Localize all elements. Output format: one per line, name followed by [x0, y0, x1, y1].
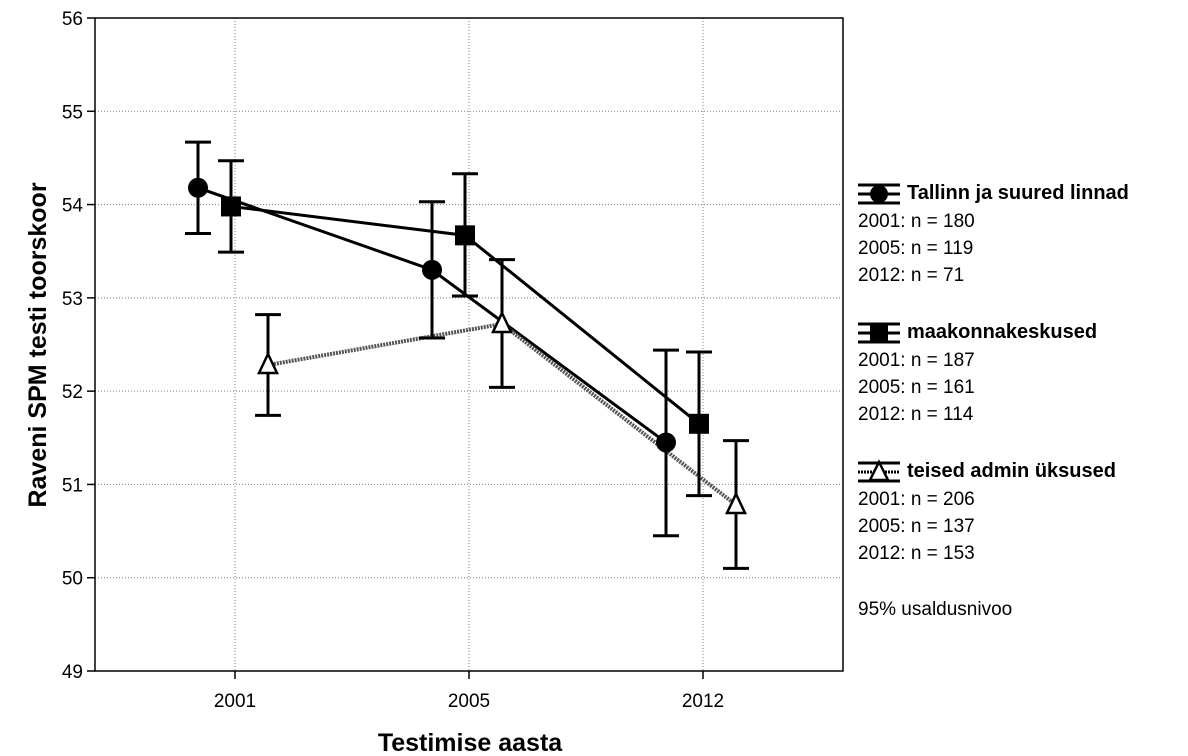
data-markers — [188, 177, 747, 515]
x-axis-title: Testimise aasta — [378, 729, 563, 756]
legend-series-1-n-2001: 2001: n = 180 — [858, 211, 975, 232]
y-tick-label: 53 — [62, 289, 83, 310]
axes: 49 50 51 52 53 54 55 56 2001 2005 2012 — [62, 9, 844, 712]
legend-series-2-n-2012: 2012: n = 114 — [858, 404, 974, 425]
legend-series-3-title: teised admin üksused — [907, 460, 1116, 482]
triangle-point — [257, 351, 279, 375]
y-tick-label: 51 — [62, 475, 83, 496]
x-tick-label: 2012 — [682, 691, 724, 712]
legend-series-1-n-2005: 2005: n = 119 — [858, 238, 974, 259]
x-tick-label: 2005 — [448, 691, 490, 712]
legend-series-3-n-2005: 2005: n = 137 — [858, 516, 975, 537]
circle-point — [656, 432, 676, 453]
legend-series-1-title: Tallinn ja suured linnad — [907, 182, 1129, 204]
y-tick-label: 50 — [62, 569, 83, 590]
legend-series-2-title: maakonnakeskused — [907, 321, 1098, 343]
y-tick-label: 52 — [62, 382, 83, 403]
legend-series-3-n-2012: 2012: n = 153 — [858, 543, 975, 564]
triangle-point — [491, 310, 513, 334]
legend-ci-note: 95% usaldusnivoo — [858, 599, 1013, 620]
y-axis-title: Raveni SPM testi toorskoor — [24, 182, 52, 507]
legend-symbol-triangle — [858, 459, 900, 483]
circle-point — [188, 177, 208, 198]
y-tick-label: 56 — [62, 9, 83, 30]
grid-lines — [95, 18, 843, 671]
square-point — [455, 225, 475, 246]
x-tick-label: 2001 — [214, 691, 256, 712]
legend-series-3-n-2001: 2001: n = 206 — [858, 489, 975, 510]
y-tick-label: 49 — [62, 662, 83, 683]
legend-symbol-circle — [858, 183, 900, 205]
square-point — [221, 196, 241, 217]
triangle-point — [725, 491, 747, 515]
y-tick-label: 55 — [62, 102, 83, 123]
square-point — [689, 413, 709, 434]
legend-series-2-n-2001: 2001: n = 187 — [858, 350, 975, 371]
legend-symbol-square — [858, 322, 900, 344]
y-tick-label: 54 — [62, 196, 84, 217]
circle-point — [422, 259, 442, 280]
legend-series-1-n-2012: 2012: n = 71 — [858, 265, 965, 286]
legend-series-2-n-2005: 2005: n = 161 — [858, 377, 975, 398]
